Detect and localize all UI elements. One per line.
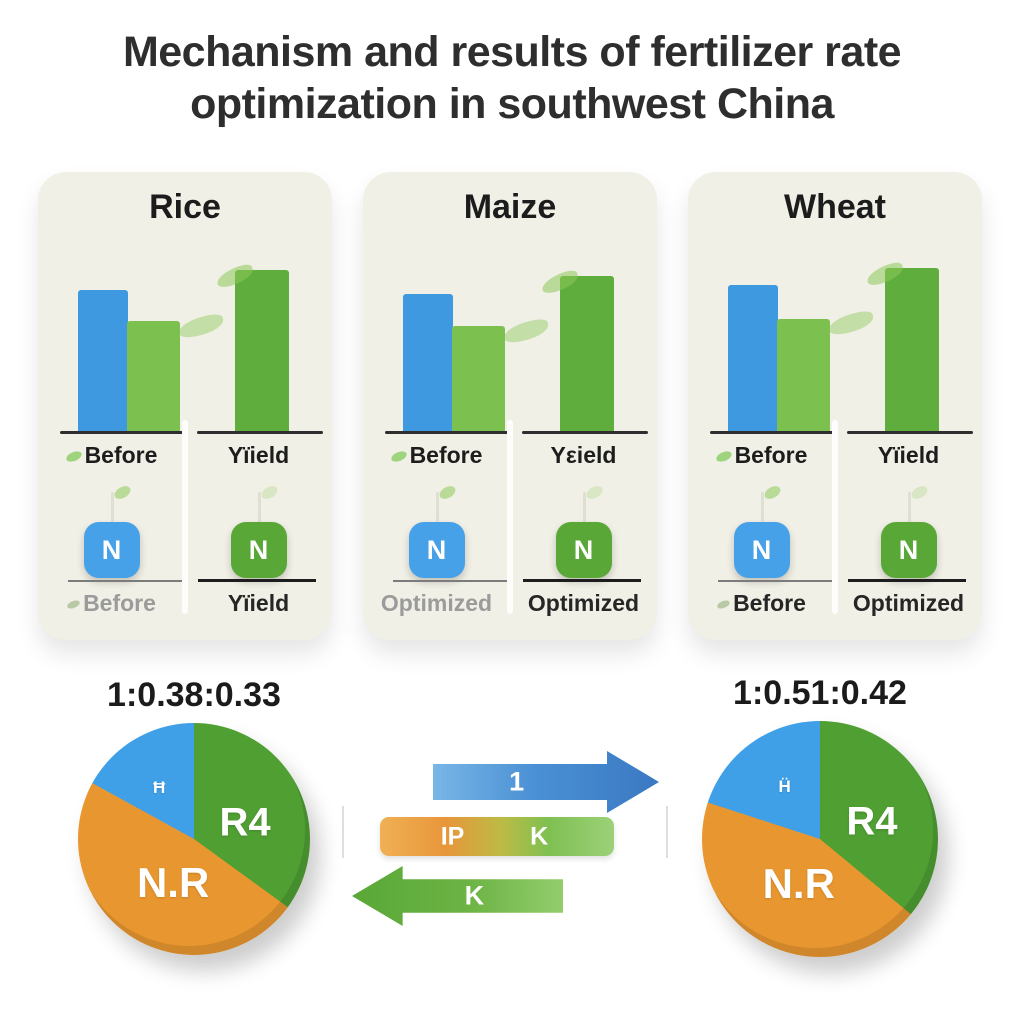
- yield-label: Yïield: [877, 442, 940, 468]
- nitrogen-box-green: N: [230, 522, 287, 578]
- leaf-smudge-icon: [826, 309, 876, 337]
- chart-label-row: Before Yεield: [363, 442, 657, 469]
- card-title: Wheat: [784, 188, 886, 226]
- nitrogen-box-blue: N: [83, 522, 140, 578]
- underline: [848, 579, 966, 582]
- axis-line: [522, 431, 648, 434]
- nutrient-gradient-bar: IP K: [380, 817, 614, 856]
- bar-before-blue: [78, 290, 128, 431]
- leaf-smudge-icon: [501, 317, 551, 345]
- before-label: Before: [38, 590, 185, 617]
- bar-before-blue: [403, 294, 453, 431]
- wheat-bar-chart: [688, 172, 982, 434]
- ratio-title: 1:0.51:0.42: [733, 674, 907, 712]
- stem-leaf-icon: [110, 492, 114, 524]
- nitrogen-box-green: N: [555, 522, 612, 578]
- maize-bar-chart: [363, 172, 657, 434]
- axis-line: [60, 431, 187, 434]
- faint-divider: [666, 806, 668, 858]
- underline: [523, 579, 641, 582]
- pie-slice-label: Ḧ: [778, 777, 791, 797]
- card-title: Rice: [149, 188, 221, 226]
- stem-leaf-icon: [582, 492, 586, 524]
- leaf-icon: [714, 450, 733, 464]
- stem-leaf-icon: [257, 492, 261, 524]
- card-divider: [507, 420, 513, 614]
- pie-slice-label: Ħ: [153, 777, 166, 797]
- bar-before-blue: [728, 285, 778, 431]
- optimized-label: Optimized: [527, 590, 640, 616]
- arrow-label: K: [464, 880, 485, 911]
- bottom-label-row: Optimized Optimized: [363, 590, 657, 617]
- before-label: Before: [688, 442, 835, 469]
- chart-label-row: Before Yïield: [38, 442, 332, 469]
- ratio-pie-before: 1:0.38:0.33 R4 N.R Ħ: [78, 676, 310, 955]
- axis-line: [710, 431, 837, 434]
- bar-before-green: [777, 319, 830, 431]
- axis-line: [847, 431, 973, 434]
- bar-yield-green: [560, 276, 614, 431]
- page-title: Mechanism and results of fertilizer rate…: [122, 28, 902, 129]
- optimized-label: Optimized: [380, 590, 493, 616]
- arrow-label: 1: [509, 766, 525, 797]
- card-divider: [832, 420, 838, 614]
- card-title: Maize: [463, 188, 557, 226]
- yield-label: Yïield: [227, 442, 290, 468]
- bar-label: K: [530, 822, 549, 850]
- pie-slice-label: R4: [846, 799, 898, 844]
- pie-slice-label: N.R: [136, 859, 210, 907]
- bar-yield-green: [235, 270, 289, 431]
- leaf-icon: [716, 599, 731, 610]
- crop-cards-row: Rice Before Yïield N N Before: [38, 172, 982, 640]
- crop-card-rice: Rice Before Yïield N N Before: [38, 172, 332, 640]
- flow-arrow-right-icon: 1: [433, 751, 659, 813]
- card-divider: [182, 420, 188, 614]
- bar-yield-green: [885, 268, 939, 431]
- bar-label: IP: [440, 822, 465, 850]
- stem-leaf-icon: [435, 492, 439, 524]
- underline: [718, 580, 834, 582]
- axis-line: [385, 431, 512, 434]
- underline: [393, 580, 509, 582]
- axis-line: [197, 431, 323, 434]
- before-label: Before: [688, 590, 835, 617]
- bottom-label-row: Before Optimized: [688, 590, 982, 617]
- leaf-icon: [389, 450, 408, 464]
- bottom-label-row: Before Yïield: [38, 590, 332, 617]
- chart-label-row: Before Yïield: [688, 442, 982, 469]
- bar-before-green: [452, 326, 505, 431]
- crop-card-wheat: Wheat Before Yïield N N Before: [688, 172, 982, 640]
- underline: [68, 580, 184, 582]
- stem-leaf-icon: [907, 492, 911, 524]
- crop-card-maize: Maize Before Yεield N N Optimized: [363, 172, 657, 640]
- yield-label: Yïield: [227, 590, 290, 616]
- leaf-icon: [66, 599, 81, 610]
- nitrogen-box-blue: N: [408, 522, 465, 578]
- nitrogen-box-blue: N: [733, 522, 790, 578]
- pie-chart: R4 N.R Ḧ: [702, 721, 938, 957]
- faint-divider: [342, 806, 344, 858]
- ratio-pie-optimized: 1:0.51:0.42 R4 N.R Ḧ: [702, 674, 938, 957]
- rice-bar-chart: [38, 172, 332, 434]
- ratio-title: 1:0.38:0.33: [107, 676, 281, 714]
- before-label: Before: [38, 442, 185, 469]
- leaf-smudge-icon: [176, 312, 226, 340]
- leaf-icon: [64, 450, 83, 464]
- pie-chart: R4 N.R Ħ: [78, 723, 310, 955]
- pie-slice-label: N.R: [762, 859, 835, 907]
- optimized-label: Optimized: [852, 590, 965, 616]
- stem-leaf-icon: [760, 492, 764, 524]
- before-label: Before: [363, 442, 510, 469]
- nitrogen-box-green: N: [880, 522, 937, 578]
- pie-slice-label: R4: [219, 800, 271, 845]
- yield-label: Yεield: [550, 442, 617, 468]
- flow-arrow-left-icon: K: [352, 866, 563, 926]
- underline: [198, 579, 316, 582]
- bar-before-green: [127, 321, 180, 431]
